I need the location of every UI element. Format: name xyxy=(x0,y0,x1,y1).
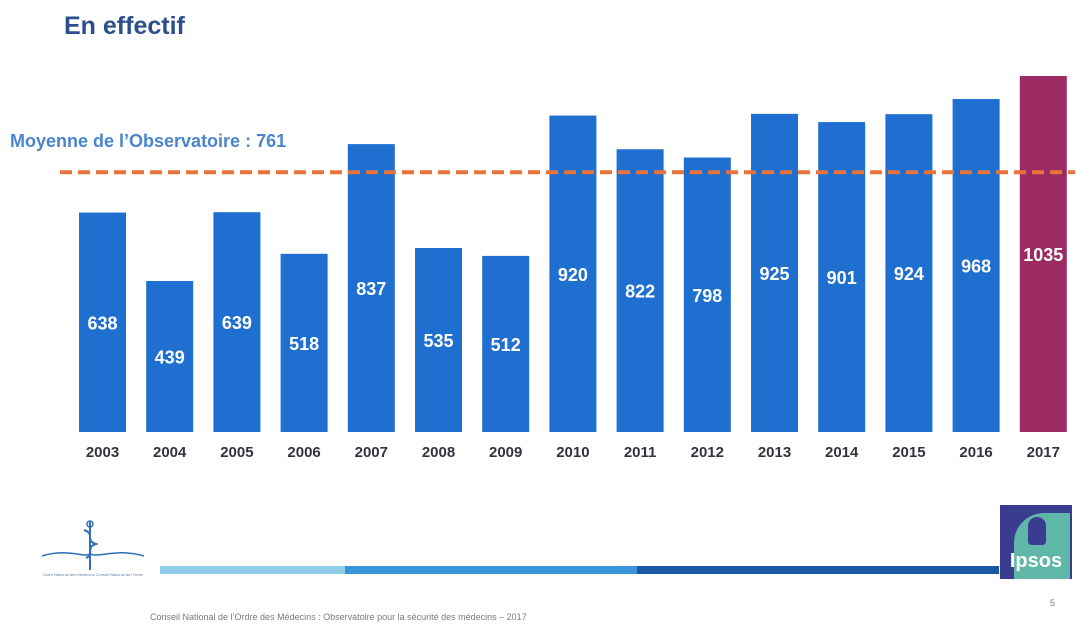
x-tick-2003: 2003 xyxy=(86,444,119,461)
x-tick-2015: 2015 xyxy=(892,444,925,461)
bar-2007 xyxy=(347,144,395,432)
ipsos-logo: Ipsos xyxy=(1000,505,1072,579)
bar-2012 xyxy=(683,157,731,432)
bar-value-label-2003: 638 xyxy=(87,313,117,333)
page-number: 5 xyxy=(1050,598,1056,608)
footer-band-light xyxy=(160,566,345,574)
bar-value-label-2004: 439 xyxy=(155,348,185,368)
x-tick-2006: 2006 xyxy=(287,444,320,461)
x-tick-2014: 2014 xyxy=(825,444,859,461)
x-tick-2013: 2013 xyxy=(758,444,791,461)
x-tick-2009: 2009 xyxy=(489,444,522,461)
caduceus-icon xyxy=(41,520,145,570)
bar-value-label-2007: 837 xyxy=(356,279,386,299)
bar-value-label-2013: 925 xyxy=(759,264,789,284)
bar-value-label-2009: 512 xyxy=(491,335,521,355)
footer-band-medium xyxy=(345,566,637,574)
bar-2017 xyxy=(1019,76,1067,432)
cnom-caption: Ordre National des Médecins Conseil Nati… xyxy=(42,572,144,577)
cnom-logo: Ordre National des Médecins Conseil Nati… xyxy=(38,518,148,590)
bar-value-label-2015: 924 xyxy=(894,264,924,284)
x-tick-2007: 2007 xyxy=(355,444,388,461)
bar-value-label-2008: 535 xyxy=(423,331,453,351)
bar-value-label-2012: 798 xyxy=(692,286,722,306)
bar-2009 xyxy=(482,255,530,432)
x-tick-2004: 2004 xyxy=(153,444,187,461)
x-tick-2011: 2011 xyxy=(624,444,657,461)
bar-2005 xyxy=(213,212,261,432)
x-tick-labels-group: 2003 2004 2005 2006 2007 2008 2009 2010 2011 2012… xyxy=(86,444,1060,461)
average-line-label: Moyenne de l’Observatoire : 761 xyxy=(10,131,287,151)
bar-2013 xyxy=(751,113,798,432)
bar-value-label-2011: 822 xyxy=(625,282,655,302)
bar-value-label-2006: 518 xyxy=(289,334,319,354)
ipsos-head-icon xyxy=(1028,517,1046,545)
x-tick-2008: 2008 xyxy=(422,444,455,461)
bar-2011 xyxy=(616,149,664,432)
x-tick-2005: 2005 xyxy=(220,444,253,461)
page-title: En effectif xyxy=(64,12,185,40)
x-tick-2017: 2017 xyxy=(1027,444,1060,461)
bar-2015 xyxy=(885,114,933,432)
bar-value-label-2010: 920 xyxy=(558,265,588,285)
bar-2008 xyxy=(415,247,462,432)
bar-chart: 638 439 639 518 837 535 512 920 822 798 925 901 924 9… xyxy=(60,76,1075,461)
bars-group xyxy=(79,76,1067,433)
bar-value-label-2014: 901 xyxy=(827,268,857,288)
bar-value-label-2005: 639 xyxy=(222,313,252,333)
bar-2010 xyxy=(549,115,597,433)
x-tick-2012: 2012 xyxy=(691,444,724,461)
bar-value-label-2016: 968 xyxy=(961,257,991,277)
ipsos-wordmark: Ipsos xyxy=(1009,550,1063,572)
bar-labels-group: 638 439 639 518 837 535 512 920 822 798 925 901 924 9… xyxy=(87,245,1063,368)
bar-2006 xyxy=(280,253,328,432)
bar-2016 xyxy=(952,99,1000,432)
x-tick-2016: 2016 xyxy=(959,444,992,461)
bar-value-label-2017: 1035 xyxy=(1023,245,1063,265)
footer-band-dark xyxy=(637,566,999,574)
bar-2004 xyxy=(146,281,194,432)
bar-2003 xyxy=(79,212,126,432)
footer-text: Conseil National de l’Ordre des Médecins… xyxy=(150,612,527,622)
x-tick-2010: 2010 xyxy=(556,444,589,461)
